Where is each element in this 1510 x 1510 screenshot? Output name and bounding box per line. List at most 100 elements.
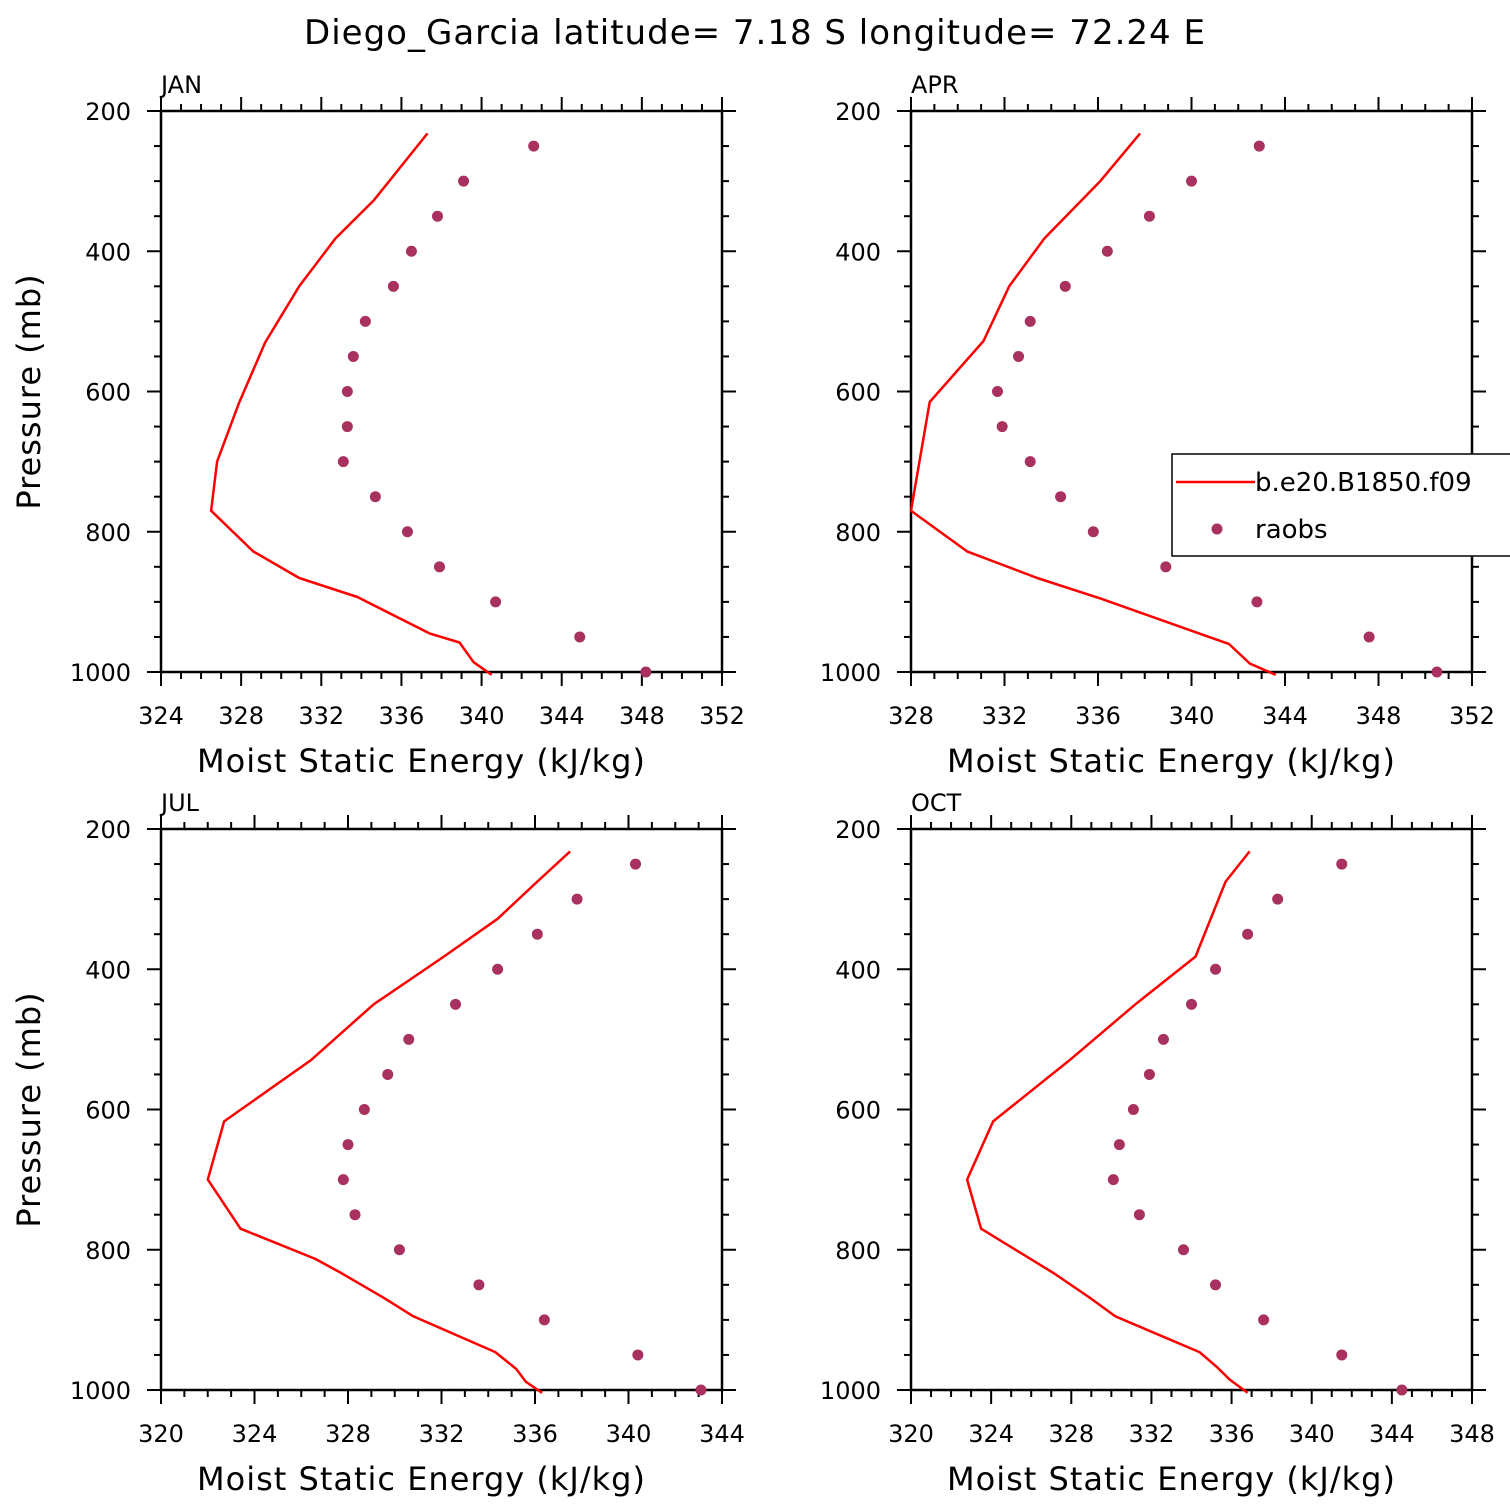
x-axis-label: Moist Static Energy (kJ/kg) [947, 742, 1396, 780]
obs-point [1024, 315, 1036, 327]
obs-point [349, 1209, 361, 1221]
x-tick-label: 324 [968, 1420, 1014, 1448]
x-tick-label: 340 [1169, 702, 1215, 730]
obs-point [1143, 1068, 1155, 1080]
legend-marker-swatch [1211, 523, 1223, 535]
y-tick-label: 600 [85, 1097, 131, 1125]
obs-point [632, 1349, 644, 1361]
obs-point [1186, 998, 1197, 1010]
x-tick-label: 344 [539, 702, 585, 730]
obs-point [358, 1104, 370, 1115]
panel-label-jul: JUL [159, 789, 200, 817]
y-tick-label: 800 [835, 1237, 881, 1265]
x-tick-label: 320 [138, 1420, 184, 1448]
obs-point [1210, 963, 1222, 975]
obs-point [341, 421, 353, 433]
panel-label-jan: JAN [159, 71, 202, 99]
obs-point [1272, 893, 1284, 905]
obs-point [337, 456, 349, 468]
obs-point [1210, 1279, 1222, 1291]
obs-point [1160, 561, 1172, 573]
panel-label-oct: OCT [911, 789, 962, 817]
obs-point [1143, 210, 1155, 222]
obs-point [1107, 1174, 1119, 1186]
obs-point [490, 596, 502, 608]
x-tick-label: 336 [512, 1420, 558, 1448]
x-tick-label: 332 [419, 1420, 465, 1448]
x-tick-label: 352 [699, 702, 745, 730]
obs-point [1177, 1244, 1189, 1256]
obs-point [403, 1033, 415, 1045]
obs-point [492, 963, 504, 975]
obs-point [1396, 1384, 1408, 1396]
legend: b.e20.B1850.f09 raobs [1171, 453, 1510, 557]
y-tick-label: 800 [85, 1237, 131, 1265]
obs-point [531, 928, 543, 940]
x-tick-label: 320 [888, 1420, 934, 1448]
x-tick-label: 324 [138, 702, 184, 730]
obs-point [458, 175, 470, 187]
obs-point [473, 1279, 485, 1291]
obs-point [1133, 1209, 1145, 1221]
x-tick-label: 340 [459, 702, 505, 730]
y-tick-label: 400 [835, 956, 881, 984]
y-tick-label: 200 [85, 98, 131, 126]
obs-point [337, 1174, 349, 1186]
obs-point [1059, 280, 1071, 292]
obs-point [347, 350, 359, 362]
x-tick-label: 328 [888, 702, 934, 730]
panel-label-apr: APR [911, 71, 959, 99]
obs-point [1055, 491, 1067, 503]
y-tick-label: 800 [835, 519, 881, 547]
legend-label-model: b.e20.B1850.f09 [1255, 468, 1472, 498]
x-axis-label: Moist Static Energy (kJ/kg) [197, 742, 646, 780]
x-tick-label: 344 [1369, 1420, 1415, 1448]
x-tick-label: 332 [298, 702, 344, 730]
obs-point [1363, 631, 1375, 643]
obs-point [1186, 175, 1197, 187]
obs-point [640, 666, 652, 678]
x-tick-label: 344 [1262, 702, 1308, 730]
obs-point [1242, 928, 1254, 940]
obs-point [538, 1314, 550, 1326]
obs-point [991, 386, 1003, 397]
obs-point [401, 526, 413, 538]
y-tick-label: 200 [835, 816, 881, 844]
y-tick-label: 400 [85, 238, 131, 266]
obs-point [342, 1139, 354, 1151]
x-tick-label: 348 [619, 702, 665, 730]
obs-point [359, 315, 371, 327]
x-tick-label: 348 [1356, 702, 1402, 730]
obs-point [574, 631, 586, 643]
obs-point [1253, 140, 1265, 152]
y-tick-label: 200 [85, 816, 131, 844]
series-line-model [909, 132, 1277, 676]
obs-point [528, 140, 540, 152]
y-tick-label: 600 [835, 379, 881, 407]
obs-point [1101, 245, 1113, 257]
y-tick-label: 200 [835, 98, 881, 126]
legend-box [1171, 453, 1510, 557]
obs-point [1013, 350, 1025, 362]
x-tick-label: 324 [232, 1420, 278, 1448]
y-tick-label: 400 [85, 956, 131, 984]
y-axis-label: Pressure (mb) [10, 991, 48, 1227]
obs-point [341, 386, 353, 397]
y-tick-label: 800 [85, 519, 131, 547]
x-tick-label: 332 [1129, 1420, 1175, 1448]
obs-point [1113, 1139, 1125, 1151]
x-tick-label: 340 [1289, 1420, 1335, 1448]
legend-label-obs: raobs [1255, 515, 1328, 545]
x-tick-label: 336 [1075, 702, 1121, 730]
x-tick-label: 348 [1449, 1420, 1495, 1448]
obs-point [450, 998, 462, 1010]
obs-point [1251, 596, 1263, 608]
obs-point [1157, 1033, 1169, 1045]
x-tick-label: 328 [325, 1420, 371, 1448]
x-tick-label: 352 [1449, 702, 1495, 730]
series-line-model [209, 132, 493, 676]
